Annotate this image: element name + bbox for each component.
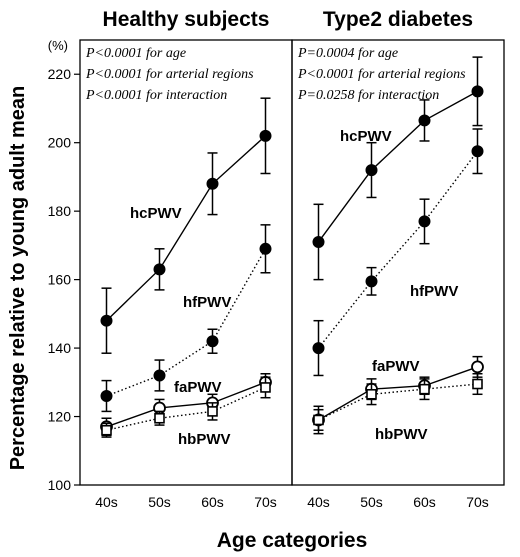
data-point-hcpwv: [471, 85, 484, 98]
series-label-hcpwv-healthy: hcPWV: [130, 205, 182, 222]
series-label-hbpwv-healthy: hbPWV: [178, 431, 231, 448]
series-label-fapwv-diabetes: faPWV: [372, 358, 420, 375]
data-point-hbpwv: [260, 382, 271, 393]
series-group-diabetes: [312, 56, 484, 435]
y-unit-label: (%): [48, 38, 68, 53]
y-tick-label: 160: [48, 272, 72, 288]
y-tick-label: 200: [48, 135, 72, 151]
y-tick-label: 180: [48, 203, 72, 219]
x-axis-ticks-diabetes: 40s 50s 60s 70s: [307, 494, 489, 510]
stat-annotation-age-healthy: P<0.0001 for age: [85, 46, 186, 61]
data-point-hbpwv: [154, 412, 165, 424]
data-point-hbpwv: [207, 406, 218, 417]
data-point-hcpwv: [418, 114, 431, 127]
data-point-hcpwv: [312, 235, 325, 248]
panel-title-diabetes: Type2 diabetes: [323, 8, 473, 31]
data-point-hbpwv: [101, 424, 112, 436]
data-point-hfpwv: [153, 369, 166, 382]
data-point-hfpwv: [418, 215, 431, 228]
series-line-hcpwv-healthy: [106, 135, 266, 322]
data-point-hbpwv: [419, 383, 430, 395]
data-point-hbpwv: [366, 388, 377, 400]
x-tick-label-70s: 70s: [254, 494, 277, 510]
stat-annotation-regions-diabetes: P<0.0001 for arterial regions: [297, 67, 466, 82]
x-axis-title: Age categories: [217, 529, 368, 552]
x-tick-label-50s: 50s: [360, 494, 383, 510]
y-tick-label: 100: [48, 477, 72, 493]
y-tick-label: 220: [48, 66, 72, 82]
data-point-hfpwv: [100, 390, 113, 402]
panel-diabetes: Type2 diabetes P=0.0004 for age P<0.0001…: [291, 8, 505, 510]
data-point-hfpwv: [206, 335, 219, 348]
x-tick-label-60s: 60s: [413, 494, 436, 510]
x-tick-label-40s: 40s: [95, 494, 118, 510]
series-label-hcpwv-diabetes: hcPWV: [340, 128, 392, 145]
plot-frame-healthy: [79, 39, 293, 486]
data-point-hcpwv: [206, 177, 219, 190]
series-line-fapwv-diabetes: [318, 366, 478, 421]
series-label-hbpwv-diabetes: hbPWV: [375, 426, 428, 443]
data-point-hfpwv: [365, 275, 378, 288]
data-point-hbpwv: [472, 378, 483, 390]
stat-annotation-interaction-healthy: P<0.0001 for interaction: [85, 88, 227, 103]
stat-annotation-interaction-diabetes: P=0.0258 for interaction: [297, 88, 439, 103]
y-axis-ticks-healthy: 100 120 140 160 180 200 220: [48, 66, 80, 493]
series-label-hfpwv-diabetes: hfPWV: [410, 283, 458, 300]
y-axis-title: Percentage relative to young adult mean: [7, 86, 29, 471]
panel-healthy: Healthy subjects (%) P<0.0001 for age P<…: [48, 8, 293, 510]
y-tick-label: 140: [48, 340, 72, 356]
data-point-hfpwv: [471, 145, 484, 158]
data-point-hfpwv: [259, 242, 272, 255]
x-tick-label-50s: 50s: [148, 494, 171, 510]
data-point-fapwv: [471, 360, 484, 374]
data-point-hcpwv: [153, 263, 166, 276]
x-tick-label-70s: 70s: [466, 494, 489, 510]
panel-title-healthy: Healthy subjects: [103, 8, 270, 31]
series-line-hbpwv-healthy: [106, 386, 266, 431]
y-tick-label: 120: [48, 409, 72, 425]
stat-annotation-age-diabetes: P=0.0004 for age: [297, 46, 398, 61]
series-line-hbpwv-diabetes: [318, 383, 478, 421]
series-line-hfpwv-diabetes: [317, 150, 479, 349]
series-line-hfpwv-healthy: [106, 248, 267, 397]
data-point-hbpwv: [313, 414, 324, 426]
x-axis-ticks-healthy: 40s 50s 60s 70s: [95, 494, 277, 510]
series-label-hfpwv-healthy: hfPWV: [183, 294, 231, 311]
x-tick-label-40s: 40s: [307, 494, 330, 510]
data-point-hcpwv: [100, 314, 113, 327]
stat-annotation-regions-healthy: P<0.0001 for arterial regions: [85, 67, 254, 82]
data-point-hcpwv: [365, 164, 378, 177]
data-point-hcpwv: [259, 129, 272, 142]
series-line-hcpwv-diabetes: [317, 90, 478, 243]
data-point-hfpwv: [312, 342, 325, 355]
series-line-fapwv-healthy: [106, 381, 266, 428]
plot-frame-diabetes: [291, 39, 505, 486]
series-label-fapwv-healthy: faPWV: [174, 379, 222, 396]
series-group-healthy: [100, 97, 272, 438]
x-tick-label-60s: 60s: [201, 494, 224, 510]
